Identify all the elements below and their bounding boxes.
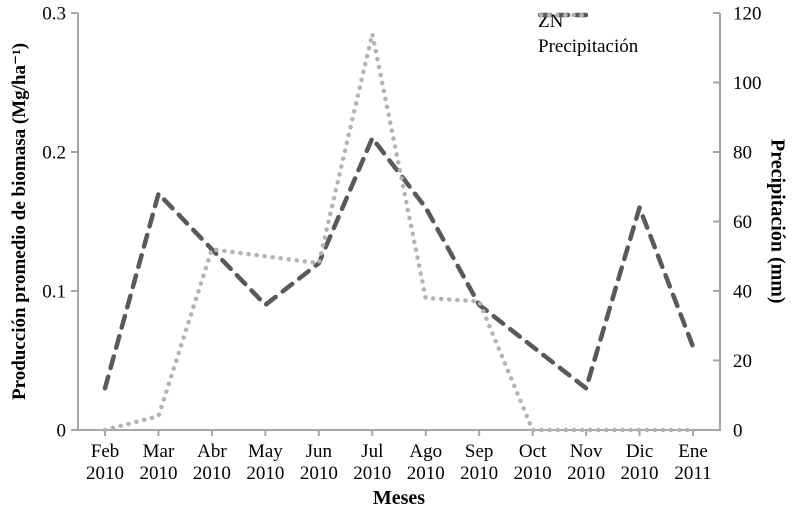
right-axis-tick-label: 120 <box>733 4 762 25</box>
right-axis-tick-label: 40 <box>733 282 752 303</box>
right-axis-tick-label: 100 <box>733 73 762 94</box>
x-axis-tick-label: Ene 2011 <box>674 441 711 484</box>
legend-label-precipitacion: Precipitación <box>538 36 639 57</box>
right-axis-tick-label: 20 <box>733 351 752 372</box>
x-axis-tick-label: Oct 2010 <box>514 441 552 484</box>
right-axis-title: Precipitación (mm) <box>766 139 789 304</box>
left-axis-tick-label: 0.2 <box>42 143 66 164</box>
left-axis-tick-label: 0.3 <box>42 4 66 25</box>
right-axis-tick-label: 0 <box>733 421 743 442</box>
left-axis-title: Producción promedio de biomasa (Mg/ha⁻¹) <box>9 42 30 401</box>
left-axis-tick-label: 0 <box>57 421 67 442</box>
right-axis-tick-label: 60 <box>733 212 752 233</box>
x-axis-tick-label: Ago 2010 <box>407 441 445 484</box>
precipitacion-dotted-line-icon <box>538 12 588 18</box>
x-axis-tick-label: Abr 2010 <box>193 441 231 484</box>
x-axis-tick-label: Sep 2010 <box>460 441 498 484</box>
left-axis-tick-label: 0.1 <box>42 282 66 303</box>
x-axis-tick-label: Jul 2010 <box>353 441 391 484</box>
x-axis-tick-label: Feb 2010 <box>86 441 124 484</box>
x-axis-tick-label: May 2010 <box>246 441 284 484</box>
legend: ZN Precipitación <box>538 10 638 58</box>
series-line-precipitacion <box>102 31 696 433</box>
right-axis-tick-label: 80 <box>733 143 752 164</box>
series-line-zn <box>102 135 696 391</box>
x-axis-title: Meses <box>372 487 426 509</box>
x-axis-tick-label: Dic 2010 <box>621 441 659 484</box>
x-axis-tick-label: Jun 2010 <box>300 441 338 484</box>
legend-item-precipitacion: Precipitación <box>538 12 639 58</box>
x-axis-tick-label: Mar 2010 <box>139 441 177 484</box>
x-axis-tick-label: Nov 2010 <box>567 441 605 484</box>
